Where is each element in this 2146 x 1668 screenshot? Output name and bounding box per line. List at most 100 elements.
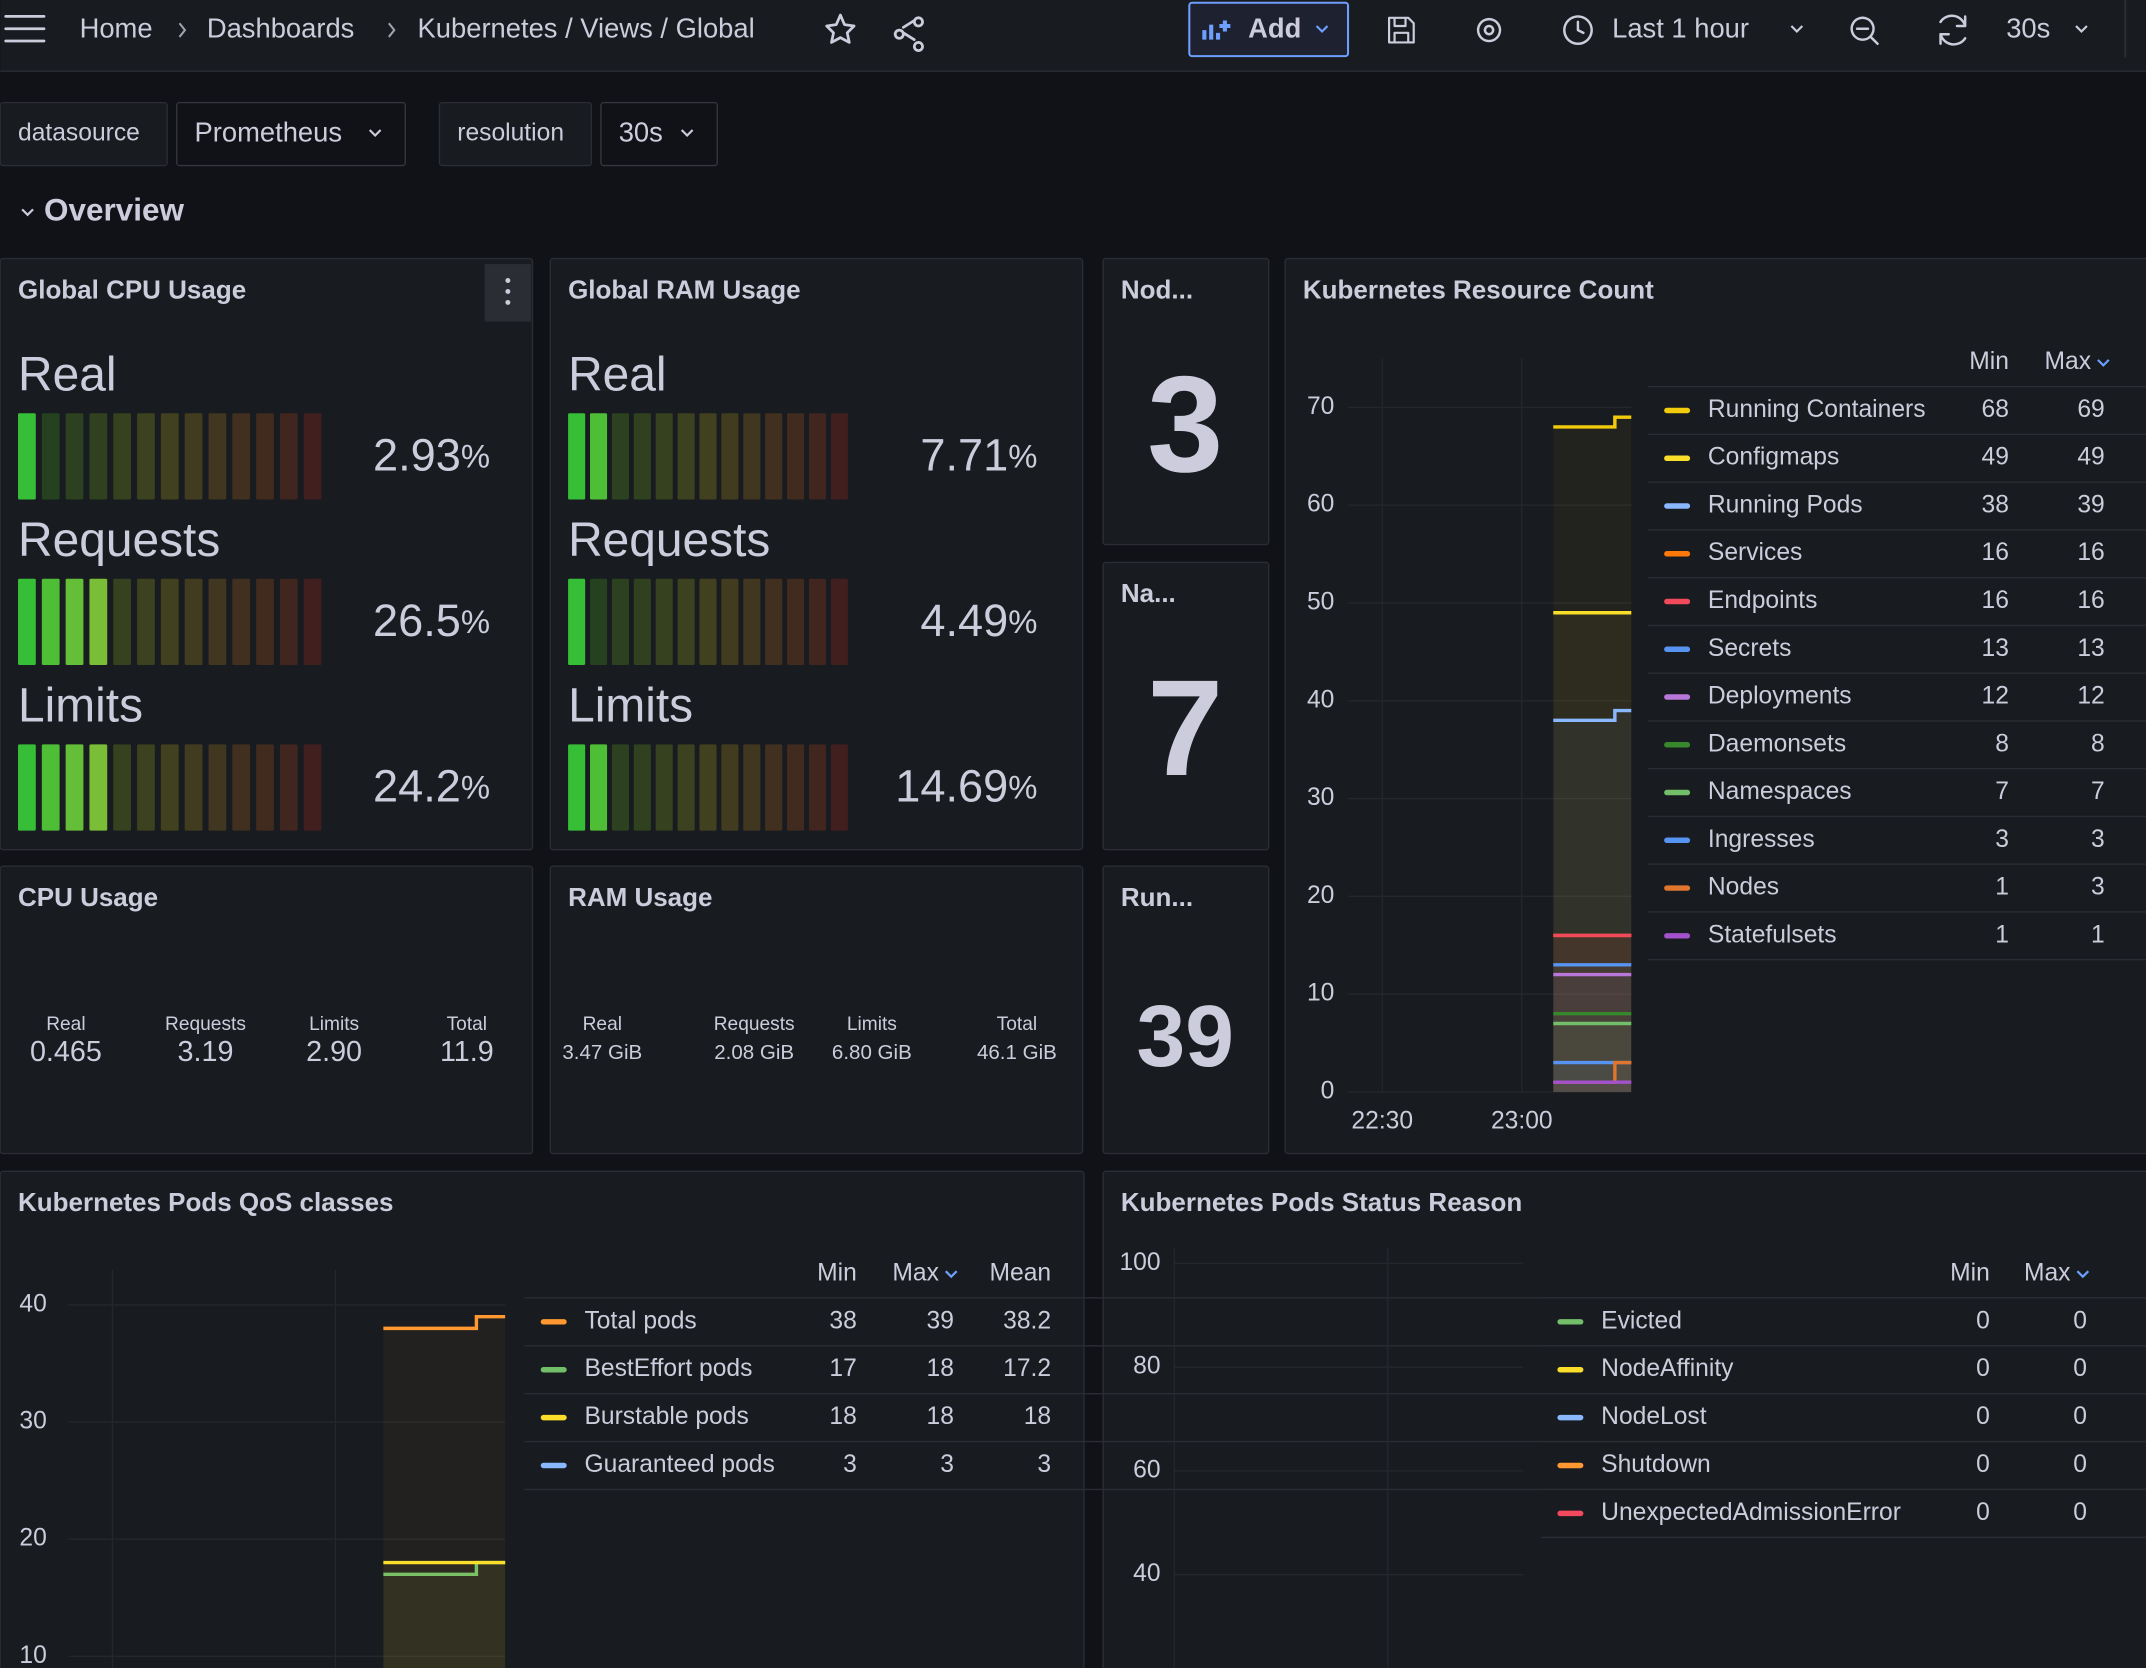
gauge-cell [611,413,629,500]
legend-column-header[interactable]: Min [1950,1259,1990,1286]
legend-column-header[interactable]: Max [892,1259,939,1286]
star-button[interactable] [825,13,856,44]
variable-select[interactable] [176,101,406,167]
gauge-value: 7.71% [920,429,1037,480]
refresh-button[interactable] [1939,14,1967,46]
variable-label-box [0,101,168,167]
breadcrumb-item[interactable]: Dashboards [207,12,355,43]
legend-name[interactable]: Guaranteed pods [585,1451,775,1478]
legend-value: 1 [1995,921,2009,948]
legend-column-header[interactable]: Min [1969,348,2009,375]
legend-column-header[interactable]: Max [2024,1259,2071,1286]
save-button[interactable] [1387,16,1415,44]
legend-name[interactable]: Configmaps [1708,444,1839,471]
legend-name[interactable]: Services [1708,539,1802,566]
legend-value: 3 [843,1451,857,1478]
legend-name[interactable]: Evicted [1601,1307,1682,1334]
legend-column-header[interactable]: Min [817,1259,857,1286]
legend-name[interactable]: Nodes [1708,874,1779,901]
legend-name[interactable]: BestEffort pods [585,1355,753,1382]
gauge-cell-lit [568,578,586,666]
gauge-cell [65,413,84,500]
zoom-out-button[interactable] [1850,16,1879,46]
legend-swatch [540,1414,567,1421]
legend-name[interactable]: Burstable pods [585,1403,749,1430]
variable-select[interactable] [600,101,718,167]
share-button[interactable] [893,16,924,52]
gauge-cell [303,744,322,831]
variable-label: resolution [457,120,564,147]
gauge-number: 26.5 [373,595,461,646]
legend-value: 7 [2091,778,2105,805]
breadcrumb-item[interactable]: Home [80,12,153,43]
legend-name[interactable]: UnexpectedAdmissionError [1601,1499,1901,1526]
variable-label: datasource [18,120,140,147]
legend-name[interactable]: Running Containers [1708,396,1926,423]
gauge-cell [787,578,805,666]
breadcrumb-item[interactable]: Kubernetes / Views / Global [418,12,755,43]
legend-value: 0 [2073,1499,2087,1526]
stat-value: 11.9 [440,1036,494,1068]
gauge-cell [160,744,179,831]
time-range[interactable]: Last 1 hour [1612,12,1749,43]
legend-swatch [1664,742,1691,748]
legend-value: 12 [1982,683,2009,710]
panel-title: Kubernetes Pods Status Reason [1121,1187,1522,1217]
gauge-cell [743,578,761,666]
legend-swatch [1664,885,1691,891]
legend-name[interactable]: Secrets [1708,635,1791,662]
stat-label: Total [447,1014,487,1035]
gauge-cell [699,744,717,831]
legend-name[interactable]: Running Pods [1708,492,1863,519]
panel [1102,865,1270,1155]
gauge-cell [137,744,155,831]
legend-name[interactable]: Deployments [1708,683,1852,710]
y-tick-label: 60 [1307,491,1334,518]
stat-label: Limits [847,1014,897,1035]
variable-value[interactable]: Prometheus [195,116,343,147]
series-area [1553,1023,1632,1092]
gauge-label: Limits [568,679,693,732]
gauge-cell [208,744,227,831]
add-label[interactable]: Add [1248,12,1301,43]
legend-value: 1 [2091,921,2105,948]
gauge-cell [655,744,673,831]
legend-value: 0 [2073,1451,2087,1478]
add-button[interactable] [1188,1,1350,58]
legend-name[interactable]: Namespaces [1708,778,1852,805]
legend-name[interactable]: Statefulsets [1708,921,1837,948]
menu-button[interactable] [4,15,46,43]
legend-value: 18 [927,1403,954,1430]
legend-value: 17.2 [1003,1355,1051,1382]
gauge-cell [808,413,827,500]
panel [549,257,1084,851]
legend-name[interactable]: Total pods [585,1307,697,1334]
gauge-cell [208,413,227,500]
legend-name[interactable]: Shutdown [1601,1451,1711,1478]
variable-value[interactable]: 30s [619,116,663,147]
gauge-label: Real [568,348,666,401]
gauge-cell [184,578,203,666]
legend-value: 16 [2077,539,2104,566]
legend-name[interactable]: Ingresses [1708,826,1815,853]
stat-label: Total [997,1014,1037,1035]
chevron [1790,25,1804,34]
legend-name[interactable]: NodeLost [1601,1403,1707,1430]
gauge-cell [699,413,717,500]
legend-name[interactable]: Endpoints [1708,587,1818,614]
x-tick-label: 23:00 [1491,1108,1553,1135]
y-tick-label: 20 [19,1525,46,1552]
gauge-cell [41,413,60,500]
legend-name[interactable]: NodeAffinity [1601,1355,1734,1382]
time-picker-icon[interactable] [1563,15,1593,46]
panel-title: Na... [1121,578,1176,608]
settings-button[interactable] [1476,17,1502,43]
row-title[interactable]: Overview [44,192,184,227]
legend-name[interactable]: Daemonsets [1708,730,1846,757]
legend-column-header[interactable]: Max [2045,348,2092,375]
gauge-unit: % [1008,437,1037,474]
gauge-unit: % [461,768,490,805]
legend-column-header[interactable]: Mean [989,1259,1051,1286]
refresh-interval[interactable]: 30s [2006,12,2050,43]
